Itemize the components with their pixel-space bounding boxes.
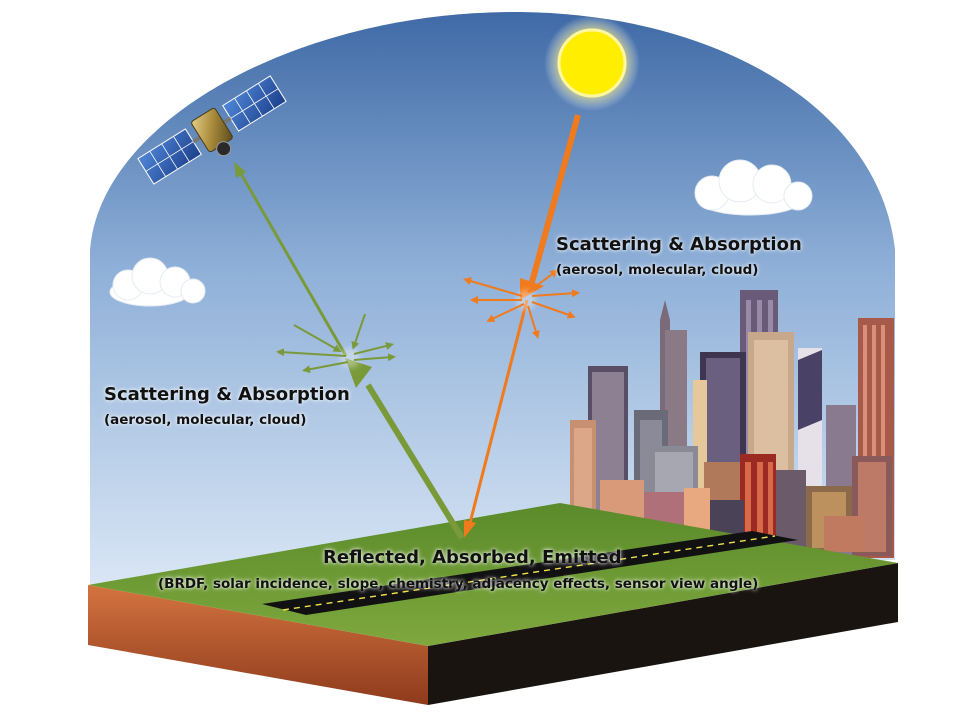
sun-icon bbox=[544, 15, 640, 111]
atmosphere-label-lower-subtitle: (aerosol, molecular, cloud) bbox=[104, 412, 307, 428]
surface-label-subtitle: (BRDF, solar incidence, slope, chemistry… bbox=[158, 576, 759, 592]
ground-block bbox=[88, 503, 898, 705]
scatter-burst-sensor bbox=[276, 313, 396, 374]
scatter-burst-solar bbox=[463, 269, 580, 339]
satellite-icon bbox=[137, 75, 287, 185]
atmosphere-label-upper-subtitle: (aerosol, molecular, cloud) bbox=[556, 262, 759, 278]
atmosphere-label-lower-title: Scattering & Absorption bbox=[104, 384, 350, 405]
cloud-icon bbox=[109, 257, 206, 307]
surface-label-title: Reflected, Absorbed, Emitted bbox=[323, 547, 622, 568]
cloud-icon bbox=[694, 159, 813, 216]
atmosphere-label-upper-title: Scattering & Absorption bbox=[556, 234, 802, 255]
